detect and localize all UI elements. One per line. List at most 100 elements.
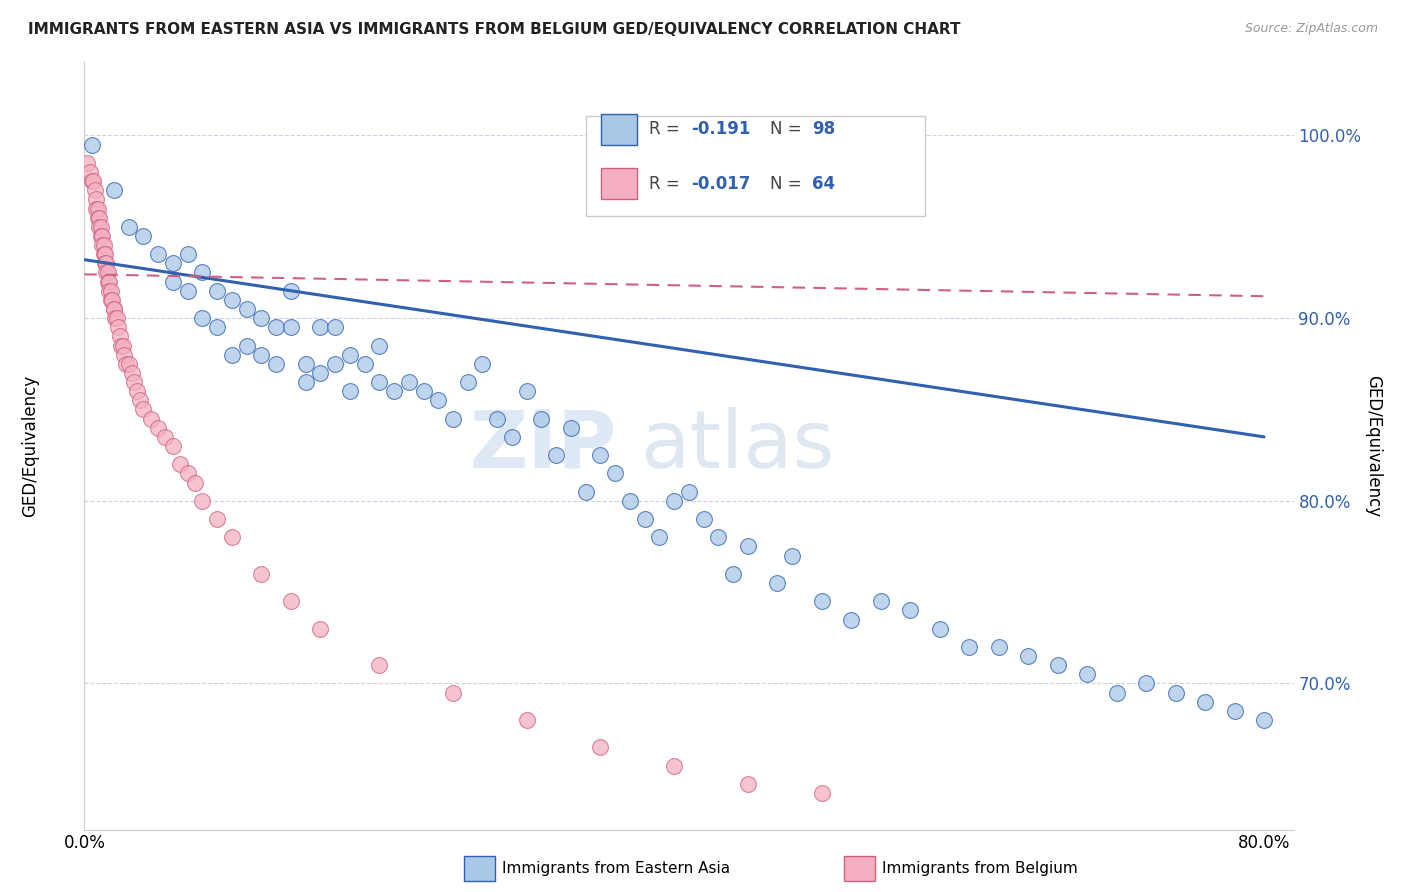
Text: Immigrants from Belgium: Immigrants from Belgium: [882, 862, 1077, 876]
Point: [634, 512, 657, 526]
Point: [93, 238, 115, 252]
Point: [546, 448, 568, 462]
Point: [94, 247, 117, 261]
Point: [1223, 704, 1246, 718]
Point: [619, 493, 641, 508]
Point: [575, 484, 598, 499]
Point: [530, 411, 553, 425]
Point: [103, 183, 125, 197]
Point: [184, 475, 207, 490]
Point: [516, 384, 538, 399]
Point: [97, 265, 120, 279]
Point: [353, 357, 375, 371]
Text: -0.017: -0.017: [692, 175, 751, 193]
Point: [111, 338, 134, 352]
Point: [100, 293, 122, 307]
Point: [191, 265, 214, 279]
Point: [105, 311, 128, 326]
Point: [721, 566, 744, 581]
Point: [146, 421, 169, 435]
Point: [86, 202, 108, 216]
Point: [76, 156, 98, 170]
Point: [162, 275, 184, 289]
Point: [368, 375, 391, 389]
Y-axis label: GED/Equivalency: GED/Equivalency: [1364, 375, 1382, 517]
Point: [98, 275, 121, 289]
Text: IMMIGRANTS FROM EASTERN ASIA VS IMMIGRANTS FROM BELGIUM GED/EQUIVALENCY CORRELAT: IMMIGRANTS FROM EASTERN ASIA VS IMMIGRAN…: [28, 22, 960, 37]
Point: [127, 384, 149, 399]
Point: [368, 338, 391, 352]
Point: [110, 338, 132, 352]
Point: [83, 183, 105, 197]
Point: [264, 320, 287, 334]
Point: [98, 284, 121, 298]
Point: [869, 594, 891, 608]
Point: [560, 421, 582, 435]
Point: [90, 219, 112, 234]
Point: [427, 393, 450, 408]
Point: [176, 247, 198, 261]
Point: [235, 338, 257, 352]
Text: R =: R =: [650, 175, 685, 193]
Point: [87, 219, 110, 234]
Point: [368, 658, 391, 673]
Point: [205, 284, 228, 298]
Point: [692, 512, 714, 526]
Point: [250, 311, 273, 326]
Point: [737, 540, 759, 554]
Point: [94, 256, 117, 270]
Point: [100, 284, 122, 298]
Point: [457, 375, 479, 389]
Point: [132, 402, 155, 417]
Point: [169, 457, 191, 471]
Point: [91, 229, 114, 244]
Point: [323, 357, 346, 371]
Point: [84, 202, 107, 216]
Point: [987, 640, 1010, 654]
Point: [101, 293, 124, 307]
Point: [90, 229, 112, 244]
Point: [104, 311, 127, 326]
Point: [898, 603, 921, 617]
Point: [139, 411, 162, 425]
Point: [516, 713, 538, 727]
Point: [810, 786, 832, 800]
Text: N =: N =: [770, 175, 807, 193]
Point: [176, 284, 198, 298]
Point: [235, 301, 257, 316]
Point: [441, 685, 464, 699]
Text: Immigrants from Eastern Asia: Immigrants from Eastern Asia: [502, 862, 730, 876]
Point: [1105, 685, 1128, 699]
Text: 98: 98: [813, 120, 835, 138]
FancyBboxPatch shape: [600, 169, 637, 199]
Point: [162, 439, 184, 453]
Point: [1076, 667, 1098, 681]
Text: N =: N =: [770, 120, 807, 138]
Point: [1046, 658, 1069, 673]
Point: [155, 430, 177, 444]
Point: [294, 357, 316, 371]
Point: [309, 366, 332, 380]
Point: [664, 758, 686, 772]
Point: [486, 411, 509, 425]
Point: [97, 275, 120, 289]
Point: [132, 229, 155, 244]
Point: [382, 384, 405, 399]
Point: [103, 301, 125, 316]
Text: -0.191: -0.191: [692, 120, 751, 138]
Point: [1164, 685, 1187, 699]
Point: [221, 293, 243, 307]
Point: [112, 348, 135, 362]
Point: [82, 174, 104, 188]
Text: ZIP: ZIP: [470, 407, 616, 485]
Point: [648, 530, 671, 544]
Point: [124, 375, 146, 389]
Text: R =: R =: [650, 120, 685, 138]
Point: [707, 530, 730, 544]
Point: [79, 165, 101, 179]
Point: [339, 384, 361, 399]
Point: [339, 348, 361, 362]
Point: [205, 320, 228, 334]
Point: [589, 448, 612, 462]
Point: [96, 265, 118, 279]
